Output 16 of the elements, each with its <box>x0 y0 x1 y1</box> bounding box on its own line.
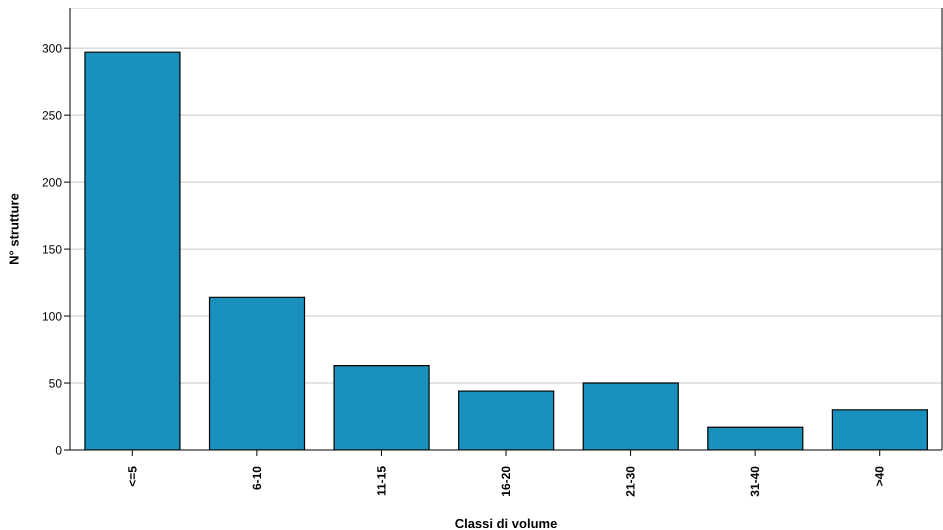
y-axis-title: N° strutture <box>6 193 22 265</box>
y-tick-label: 200 <box>42 175 62 190</box>
x-tick-label: 11-15 <box>374 466 388 496</box>
x-axis-title: Classi di volume <box>454 516 558 530</box>
y-tick-label: 0 <box>55 443 62 458</box>
y-tick-label: 50 <box>48 376 62 390</box>
y-tick-label: 100 <box>42 309 62 324</box>
x-tick-label: 31-40 <box>748 466 762 497</box>
x-tick-label: <=5 <box>125 466 140 487</box>
x-tick-label: 6-10 <box>250 466 264 490</box>
y-tick-label: 300 <box>42 41 62 56</box>
x-tick-label: >40 <box>872 466 887 486</box>
y-tick-label: 250 <box>42 108 62 122</box>
x-tick-label: 16-20 <box>499 466 513 497</box>
x-tick-label: 21-30 <box>624 466 638 497</box>
y-tick-label: 150 <box>42 242 62 256</box>
